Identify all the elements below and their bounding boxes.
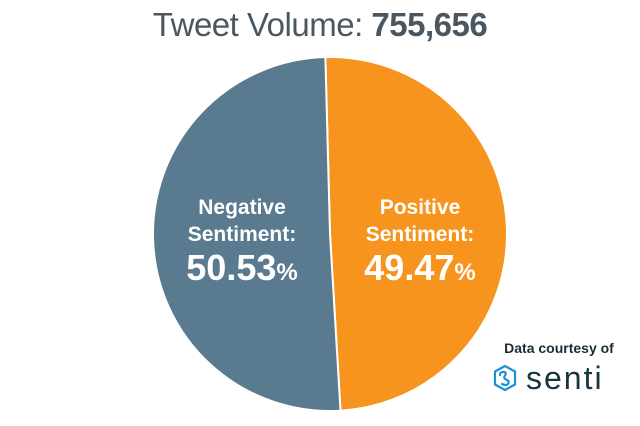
title-label: Tweet Volume: xyxy=(152,6,363,43)
senti-wordmark: senti xyxy=(526,360,604,396)
positive-value-unit: % xyxy=(454,259,475,286)
credit-text: Data courtesy of xyxy=(504,340,614,356)
positive-value-number: 49.47 xyxy=(364,247,454,288)
positive-value-label: 49.47% xyxy=(364,247,475,288)
negative-value-number: 50.53 xyxy=(186,247,276,288)
negative-value-unit: % xyxy=(276,259,297,286)
positive-label-line1: Positive xyxy=(380,196,461,219)
negative-value-label: 50.53% xyxy=(186,247,297,288)
pie-slice-positive xyxy=(324,56,508,412)
negative-label-line1: Negative xyxy=(198,196,286,219)
negative-label-line2: Sentiment: xyxy=(188,223,297,246)
data-credit: Data courtesy of senti xyxy=(484,340,634,394)
pie-slice-negative xyxy=(152,56,342,412)
senti-logo-icon xyxy=(493,364,517,392)
positive-label-line2: Sentiment: xyxy=(366,223,475,246)
chart-title: Tweet Volume: 755,656 xyxy=(0,6,640,44)
title-value: 755,656 xyxy=(371,6,488,43)
senti-logo: senti xyxy=(490,362,634,394)
